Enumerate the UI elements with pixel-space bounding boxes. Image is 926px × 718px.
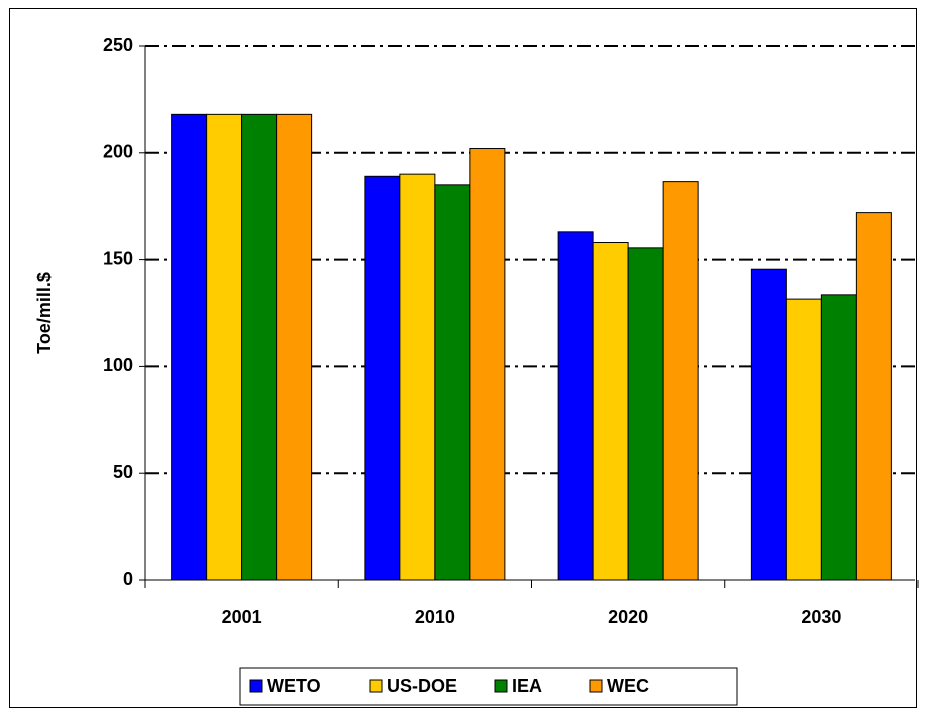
legend-label: IEA [512, 676, 542, 696]
bar [750, 268, 787, 581]
y-tick-label: 200 [103, 142, 133, 162]
legend-swatch [589, 679, 603, 693]
bar [785, 298, 822, 581]
x-tick-label: 2001 [222, 607, 262, 627]
bar [627, 247, 664, 581]
legend-label: US-DOE [387, 676, 457, 696]
x-tick-label: 2030 [801, 607, 841, 627]
y-tick-label: 0 [123, 569, 133, 589]
bar [820, 294, 857, 581]
legend-label: WEC [607, 676, 649, 696]
x-tick-label: 2020 [608, 607, 648, 627]
legend-box [239, 667, 738, 706]
bar [171, 113, 208, 581]
bar [206, 113, 243, 581]
legend-swatch [249, 679, 263, 693]
y-tick-label: 50 [113, 462, 133, 482]
legend-label: WETO [267, 676, 321, 696]
y-axis-label: Toe/mill.$ [34, 272, 54, 354]
x-tick-label: 2010 [415, 607, 455, 627]
legend-swatch [494, 679, 508, 693]
legend-swatch [369, 679, 383, 693]
bar [434, 184, 471, 581]
bar [469, 148, 506, 581]
bar [557, 231, 594, 581]
y-tick-label: 250 [103, 35, 133, 55]
bar [592, 242, 629, 581]
y-tick-label: 100 [103, 355, 133, 375]
bar [399, 173, 436, 581]
y-tick-label: 150 [103, 248, 133, 268]
bar [855, 212, 892, 581]
bar [241, 113, 278, 581]
bar [364, 175, 401, 581]
bar [276, 113, 313, 581]
bar [662, 181, 699, 581]
